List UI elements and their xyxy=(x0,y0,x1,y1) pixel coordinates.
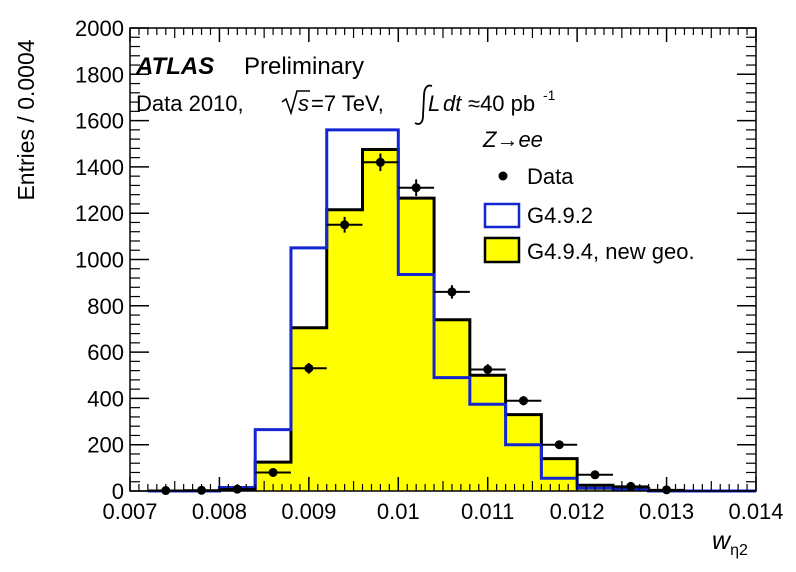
x-tick-label: 0.014 xyxy=(728,499,783,524)
lumi-exponent: -1 xyxy=(543,87,556,103)
data-point xyxy=(541,440,578,450)
y-tick-label: 1600 xyxy=(75,109,124,134)
histogram-g492-outline xyxy=(147,128,756,493)
data-point xyxy=(398,179,435,197)
x-tick-label: 0.01 xyxy=(377,499,420,524)
atlas-label: ATLAS xyxy=(135,53,214,80)
lumi-dt: dt xyxy=(443,91,462,116)
sqrt-s-symbol: s xyxy=(298,91,309,116)
x-tick-label: 0.012 xyxy=(550,499,605,524)
x-tick-label: 0.007 xyxy=(102,499,157,524)
data-point-marker xyxy=(518,396,528,406)
data-point xyxy=(469,364,506,375)
y-tick-label: 0 xyxy=(112,479,124,504)
data-point-marker xyxy=(268,467,278,477)
data-point xyxy=(505,396,542,406)
data-point xyxy=(434,285,470,299)
data-point xyxy=(255,467,291,477)
y-tick-label: 1400 xyxy=(75,155,124,180)
legend-g494-swatch xyxy=(483,236,521,264)
data-point-marker xyxy=(590,470,600,480)
data-point-marker xyxy=(483,364,493,374)
process-label: Z→ee xyxy=(482,127,543,152)
x-tick-label: 0.009 xyxy=(281,499,336,524)
y-tick-label: 600 xyxy=(87,340,124,365)
data-point xyxy=(290,362,327,374)
data-point xyxy=(326,216,363,233)
y-tick-label: 2000 xyxy=(75,16,124,41)
axes-layer: 0 200 400 600 800 1000 1200 1400 1600 1800 2000 0.0… xyxy=(75,16,783,524)
data-point-marker xyxy=(447,287,457,297)
y-tick-label: 200 xyxy=(87,433,124,458)
y-axis-label: Entries / 0.0004 xyxy=(13,39,39,200)
data-point xyxy=(362,153,399,172)
legend-data-label: Data xyxy=(527,164,574,189)
preliminary-label: Preliminary xyxy=(244,53,364,80)
data-point-marker xyxy=(340,220,350,230)
x-axis-label-subscript: η2 xyxy=(730,542,748,559)
y-tick-label: 1800 xyxy=(75,62,124,87)
legend-g492-swatch xyxy=(483,202,521,229)
dataset-year: Data 2010, xyxy=(136,91,244,116)
y-tick-label: 800 xyxy=(87,294,124,319)
lumi-value: ≈40 pb xyxy=(468,91,535,116)
y-tick-label: 400 xyxy=(87,386,124,411)
data-point-marker xyxy=(304,363,314,373)
legend-data-marker xyxy=(498,171,508,181)
sqrt-sign xyxy=(281,90,310,116)
x-axis-label-symbol: w xyxy=(712,527,732,555)
legend: Data G4.9.2 G4.9.4, new geo. xyxy=(483,164,695,264)
y-tick-label: 1200 xyxy=(75,201,124,226)
data-point xyxy=(577,470,613,480)
data-point-marker xyxy=(554,440,564,450)
x-tick-label: 0.011 xyxy=(461,499,514,524)
x-axis-label: wη2 xyxy=(712,527,748,559)
y-tick-label: 1000 xyxy=(75,248,124,273)
legend-g492-label: G4.9.2 xyxy=(527,203,593,228)
x-tick-label: 0.008 xyxy=(192,499,247,524)
dataset-info: Data 2010, s =7 TeV, L dt ≈40 pb -1 xyxy=(136,84,556,125)
lumi-L: L xyxy=(428,91,440,116)
energy-value: =7 TeV, xyxy=(311,91,384,116)
legend-g494-label: G4.9.4, new geo. xyxy=(527,239,695,264)
x-tick-label: 0.013 xyxy=(639,499,694,524)
integral-sign xyxy=(414,84,433,125)
data-point-marker xyxy=(411,183,421,193)
data-point-marker xyxy=(375,157,385,167)
data-points-layer xyxy=(147,153,685,496)
